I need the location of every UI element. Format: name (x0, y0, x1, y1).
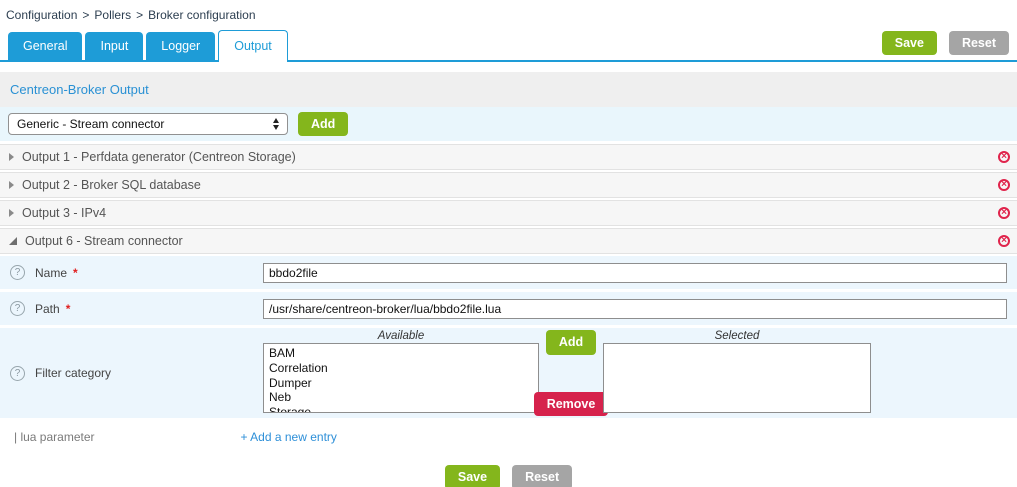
output-type-select[interactable]: Generic - Stream connector (8, 113, 288, 135)
save-button-bottom[interactable]: Save (444, 465, 501, 487)
filter-category-dual-list: Available BAM Correlation Dumper Neb Storage… (263, 330, 871, 416)
tab-bar: General Input Logger Output Save Reset (0, 30, 1017, 62)
name-field-row: ? Name * (0, 256, 1017, 289)
lua-parameter-row: | lua parameter + Add a new entry (0, 421, 1017, 453)
delete-output-icon[interactable]: × (998, 207, 1010, 219)
reset-button-bottom[interactable]: Reset (512, 465, 573, 487)
available-listbox[interactable]: BAM Correlation Dumper Neb Storage (263, 343, 539, 413)
tab-input[interactable]: Input (85, 32, 144, 60)
output-row-label: Output 1 - Perfdata generator (Centreon … (22, 150, 296, 164)
selected-heading: Selected (714, 330, 760, 342)
path-input[interactable] (263, 298, 1007, 319)
add-output-button[interactable]: Add (298, 111, 349, 137)
available-list-option[interactable]: Storage (269, 405, 312, 413)
delete-output-icon[interactable]: × (998, 235, 1010, 247)
panel-title: Centreon-Broker Output (10, 82, 149, 97)
available-list-option[interactable]: BAM (269, 346, 296, 360)
output-row-label: Output 3 - IPv4 (22, 206, 107, 220)
name-label: Name (35, 265, 68, 280)
add-new-entry-link[interactable]: + Add a new entry (240, 430, 337, 444)
select-spinner-icon (268, 118, 284, 130)
available-column: Available BAM Correlation Dumper Neb Storage (263, 330, 539, 413)
expand-icon[interactable] (9, 209, 14, 217)
tab-output[interactable]: Output (218, 30, 288, 62)
output-row-label: Output 6 - Stream connector (25, 234, 183, 248)
filter-category-label: Filter category (35, 366, 112, 380)
broker-output-panel: Centreon-Broker Output Generic - Stream … (0, 72, 1017, 487)
required-marker: * (65, 301, 71, 316)
selected-column: Selected (603, 330, 871, 413)
selected-listbox[interactable] (603, 343, 871, 413)
name-label-col: ? Name * (10, 265, 263, 280)
path-label: Path (35, 301, 60, 316)
output-row[interactable]: Output 1 - Perfdata generator (Centreon … (0, 144, 1017, 170)
filter-remove-button[interactable]: Remove (533, 391, 609, 416)
available-list-option[interactable]: Neb (269, 390, 292, 405)
footer-actions: Save Reset (0, 465, 1017, 487)
output-row[interactable]: Output 6 - Stream connector × (0, 228, 1017, 254)
delete-output-icon[interactable]: × (998, 179, 1010, 191)
output-row[interactable]: Output 3 - IPv4 × (0, 200, 1017, 226)
available-list-option[interactable]: Dumper (269, 375, 312, 390)
reset-button-top[interactable]: Reset (948, 30, 1009, 55)
breadcrumb-separator: > (136, 8, 144, 22)
help-icon[interactable]: ? (10, 265, 25, 280)
expand-icon[interactable] (9, 181, 14, 189)
tab-list: General Input Logger Output (8, 30, 291, 62)
tab-logger[interactable]: Logger (146, 32, 216, 60)
delete-output-icon[interactable]: × (998, 151, 1010, 163)
breadcrumb-item-broker-configuration: Broker configuration (148, 8, 256, 22)
breadcrumb: Configuration > Pollers > Broker configurati… (0, 0, 1017, 22)
filter-category-row: ? Filter category Available BAM Correlati… (0, 328, 1017, 418)
help-icon[interactable]: ? (10, 301, 25, 316)
dual-list-buttons: Add Remove (533, 330, 609, 416)
output-list: Output 1 - Perfdata generator (Centreon … (0, 144, 1017, 254)
output-row[interactable]: Output 2 - Broker SQL database × (0, 172, 1017, 198)
output-type-select-value: Generic - Stream connector (17, 117, 165, 131)
add-output-band: Generic - Stream connector Add (0, 107, 1017, 141)
path-field-row: ? Path * (0, 292, 1017, 325)
output-row-label: Output 2 - Broker SQL database (22, 178, 201, 192)
tab-general[interactable]: General (8, 32, 83, 60)
collapse-icon[interactable] (9, 237, 17, 245)
filter-add-button[interactable]: Add (545, 330, 597, 355)
available-heading: Available (377, 330, 425, 342)
help-icon[interactable]: ? (10, 365, 25, 381)
breadcrumb-separator: > (82, 8, 90, 22)
header-actions: Save Reset (881, 30, 1009, 55)
available-list-option[interactable]: Correlation (269, 360, 328, 375)
expand-icon[interactable] (9, 153, 14, 161)
panel-title-band: Centreon-Broker Output (0, 72, 1017, 107)
breadcrumb-item-configuration[interactable]: Configuration (6, 8, 78, 22)
save-button-top[interactable]: Save (881, 30, 937, 55)
lua-parameter-label: | lua parameter (14, 430, 95, 444)
name-input[interactable] (263, 262, 1007, 283)
breadcrumb-item-pollers[interactable]: Pollers (94, 8, 132, 22)
path-label-col: ? Path * (10, 301, 263, 316)
filter-category-label-col: ? Filter category (10, 365, 263, 381)
required-marker: * (73, 265, 78, 280)
